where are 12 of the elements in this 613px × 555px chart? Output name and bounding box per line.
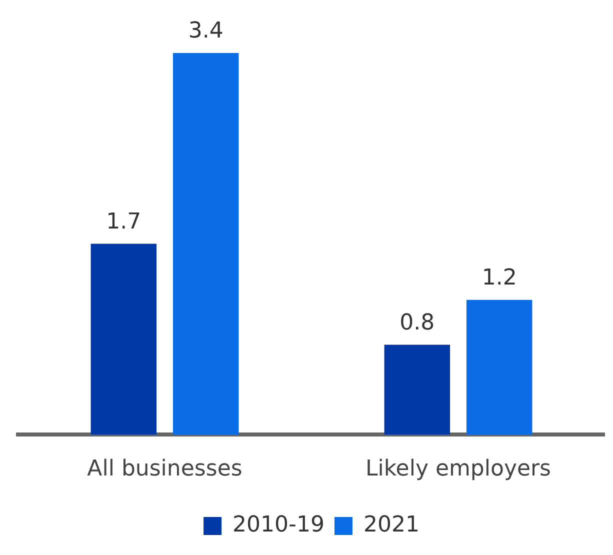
legend-label: 2021 (363, 512, 420, 538)
legend-label: 2010-19 (232, 512, 324, 538)
data-label: 3.4 (188, 18, 224, 44)
bar (90, 244, 157, 435)
data-label: 0.8 (400, 310, 435, 336)
x-tick-label: All businesses (87, 456, 242, 482)
bar (172, 53, 239, 435)
x-tick-label: Likely employers (365, 456, 552, 482)
data-label: 1.7 (106, 210, 142, 235)
bar (466, 300, 532, 435)
data-label: 1.2 (482, 266, 517, 291)
bar (384, 344, 450, 435)
